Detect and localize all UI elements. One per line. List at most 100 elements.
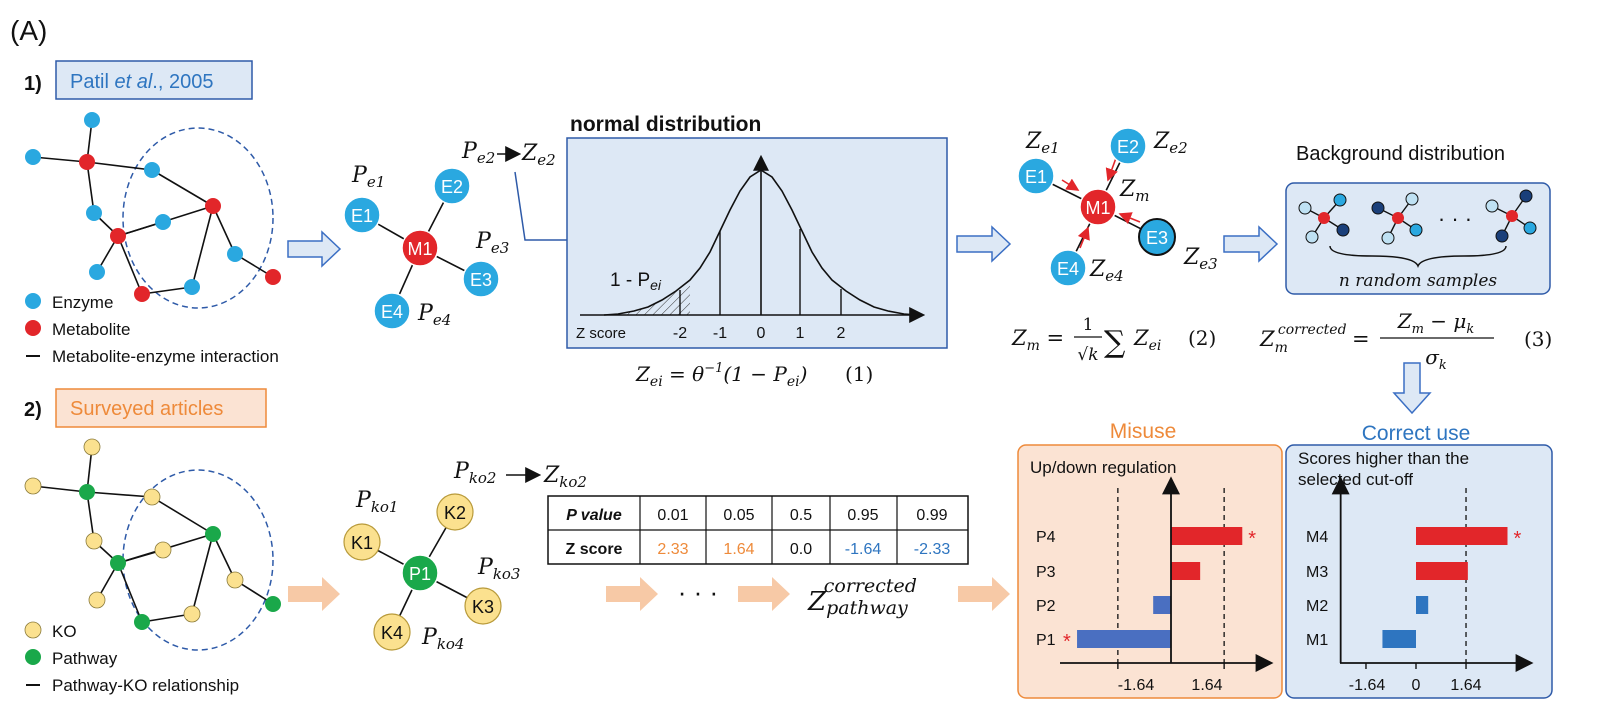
misuse-subtitle: Up/down regulation [1030, 458, 1176, 477]
highlight-ellipse [122, 127, 274, 309]
node-e1 [1017, 157, 1055, 195]
misuse-tick-neg: -1.64 [1118, 677, 1155, 694]
svg-text:E3: E3 [1146, 228, 1168, 248]
node-e4-label: E4 [381, 302, 403, 322]
enzyme-nodes [25, 112, 243, 295]
correct-title: Correct use [1362, 422, 1471, 445]
correct-tick-pos: 1.64 [1450, 677, 1481, 694]
svg-text:Zmcorrected: Zmcorrected [1259, 322, 1347, 356]
svg-text:0.99: 0.99 [916, 507, 947, 524]
svg-text:1: 1 [1083, 315, 1094, 335]
legend-pathway-dot [25, 649, 41, 665]
legend-enzyme-label: Enzyme [52, 293, 113, 312]
random-sample-graphs [1298, 189, 1537, 245]
svg-text:-1: -1 [713, 325, 727, 342]
bar-m1 [1382, 630, 1416, 648]
svg-text:K3: K3 [472, 597, 494, 617]
legend-pathway-label: Pathway [52, 649, 118, 668]
legend-metabolite-label: Metabolite [52, 320, 130, 339]
correct-subtitle-2: selected cut-off [1298, 470, 1413, 489]
samples-brace [1329, 245, 1507, 269]
svg-text:0: 0 [757, 325, 766, 342]
section2-title: Surveyed articles [70, 398, 223, 420]
label-pe2: Pe2 [461, 139, 495, 167]
samples-label: n random samples [1339, 271, 1498, 291]
ellipsis: · · · [678, 577, 718, 607]
node-k2 [436, 493, 474, 531]
svg-text:1: 1 [796, 325, 805, 342]
node-e3 [1138, 218, 1176, 256]
svg-text:E1: E1 [1025, 167, 1047, 187]
svg-text:2: 2 [837, 325, 846, 342]
table-row2-label: Z score [566, 541, 623, 558]
correct-chart: M4 * M3 M2 M1 [1306, 476, 1534, 672]
bar-m4 [1416, 527, 1508, 545]
significance-star: * [1248, 528, 1256, 550]
svg-text:E2: E2 [1117, 137, 1139, 157]
arrow-right-icon [738, 577, 790, 611]
svg-text:√k: √k [1077, 345, 1098, 365]
section1-title: Patil et al., 2005 [70, 71, 213, 93]
legend-ko-label: KO [52, 622, 77, 641]
normal-curve [580, 154, 926, 323]
svg-text:-1.64: -1.64 [845, 541, 882, 558]
label-pe3: Pe3 [475, 229, 509, 257]
bar-label-m4: M4 [1306, 529, 1328, 546]
misuse-tick-pos: 1.64 [1191, 677, 1222, 694]
normal-ticks: -2 -1 0 1 2 [673, 325, 846, 342]
node-m1 [401, 229, 439, 267]
node-e1 [343, 196, 381, 234]
legend-metabolite-dot [25, 320, 41, 336]
arrow-right-icon [956, 225, 1012, 263]
equation-1: Zei = θ−1(1 − Pei) [635, 361, 807, 390]
label-pko1: Pko1 [355, 488, 398, 516]
label-ze2: Ze2 [1153, 129, 1188, 157]
svg-text:Zm − μk: Zm − μk [1397, 309, 1475, 337]
svg-text:2.33: 2.33 [657, 541, 688, 558]
label-zko2: Zko2 [543, 463, 587, 491]
background-box [1285, 182, 1551, 295]
tail-label: 1 - Pei [610, 270, 662, 293]
svg-text:M1: M1 [1085, 198, 1110, 218]
svg-text:0.05: 0.05 [723, 507, 754, 524]
bar-label-m3: M3 [1306, 564, 1328, 581]
arrow-right-icon [288, 577, 340, 611]
pz-table: P value Z score 0.01 0.05 0.5 0.95 0.99 … [547, 495, 969, 565]
svg-text:(2): (2) [1188, 326, 1216, 350]
node-e4 [373, 292, 411, 330]
svg-text:0.95: 0.95 [847, 507, 878, 524]
correct-tick-zero: 0 [1412, 677, 1421, 694]
legend-ko-dot [24, 621, 42, 639]
legend-relationship-label: Pathway-KO relationship [52, 676, 239, 695]
svg-text:Zei: Zei [1133, 326, 1161, 354]
arrow-right-icon [1223, 225, 1279, 263]
equation-1-number: (1) [845, 362, 873, 386]
node-e2 [433, 167, 471, 205]
bar-label-p2: P2 [1036, 598, 1056, 615]
normal-title: normal distribution [570, 113, 761, 136]
section2-number: 2) [24, 399, 42, 421]
equation-3: Zmcorrected = Zm − μk σk (3) [1259, 309, 1552, 373]
svg-text:0.01: 0.01 [657, 507, 688, 524]
section1-title-box [55, 60, 253, 100]
bar-m2 [1416, 596, 1429, 614]
correct-subtitle-1: Scores higher than the [1298, 449, 1469, 468]
significance-star: * [1063, 631, 1071, 653]
svg-text:K4: K4 [381, 623, 403, 643]
arrow-right-icon [606, 577, 658, 611]
bar-p4 [1171, 527, 1243, 545]
arrow-down-icon [1392, 362, 1432, 415]
node-k3 [464, 587, 502, 625]
bar-label-p3: P3 [1036, 564, 1056, 581]
label-ze1: Ze1 [1025, 129, 1060, 157]
callout-line [514, 171, 567, 241]
section1-number: 1) [24, 73, 42, 95]
bar-p1 [1077, 630, 1171, 648]
misuse-chart: P4 * P3 P2 P1 * [1036, 476, 1274, 672]
node-k4 [373, 613, 411, 651]
samples-ellipsis: · · · [1438, 206, 1472, 231]
svg-text:K1: K1 [351, 533, 373, 553]
metabolite-star: M1 E1 E2 E3 E4 [343, 167, 500, 330]
panel-label: (A) [10, 15, 47, 46]
